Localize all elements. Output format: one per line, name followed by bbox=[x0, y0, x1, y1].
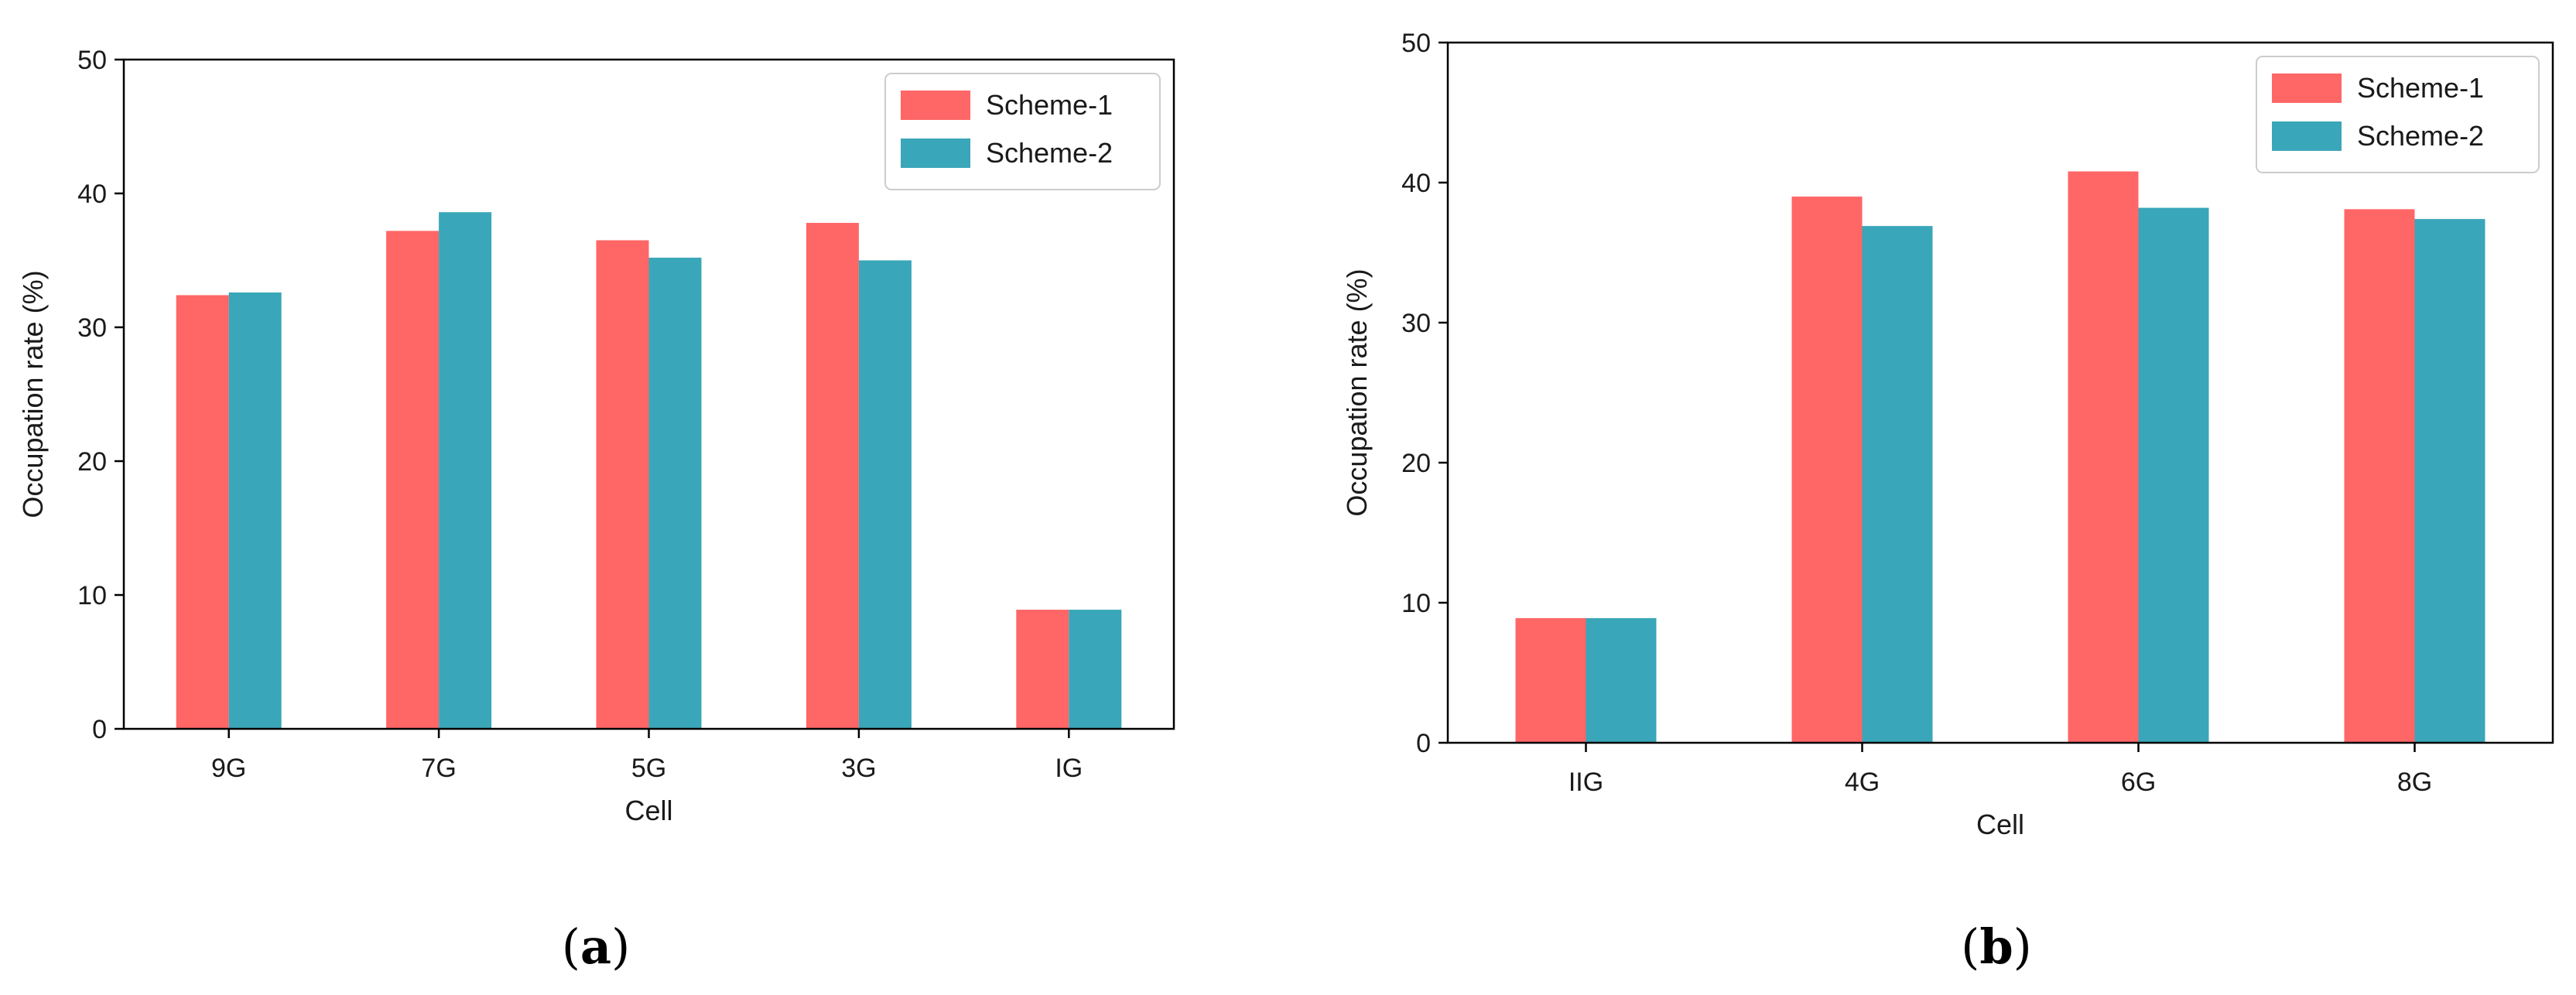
panel-label-letter: b bbox=[1979, 918, 2013, 975]
y-tick-label: 30 bbox=[1401, 309, 1431, 338]
y-tick-label: 50 bbox=[77, 46, 107, 75]
x-tick-label-7g: 7G bbox=[421, 754, 456, 783]
bar-scheme-2-4g bbox=[1862, 226, 1933, 743]
y-tick-label: 20 bbox=[77, 447, 107, 477]
y-tick-label: 10 bbox=[77, 581, 107, 610]
bar-scheme-1-3g bbox=[806, 223, 859, 729]
bar-scheme-2-5g bbox=[648, 258, 702, 729]
x-tick-label-3g: 3G bbox=[841, 754, 876, 783]
chart-b: 0 10 20 30 40 50 IIG 4G 6G 8G Cell Occupation rate … bbox=[1341, 29, 2554, 975]
panel-label-close-paren: ) bbox=[2013, 918, 2032, 975]
legend-swatch-scheme-2 bbox=[901, 138, 970, 168]
y-tick-label: 0 bbox=[1416, 729, 1431, 758]
bar-scheme-2-7g bbox=[439, 212, 492, 730]
bar-scheme-1-5g bbox=[596, 240, 649, 729]
x-tick-label-9g: 9G bbox=[211, 754, 246, 783]
legend-label-scheme-1: Scheme-1 bbox=[986, 89, 1113, 121]
x-tick-label-5g: 5G bbox=[631, 754, 666, 783]
bar-scheme-2-8g bbox=[2414, 219, 2485, 743]
bar-scheme-2-6g bbox=[2138, 207, 2209, 744]
panel-label-close-paren: ) bbox=[611, 918, 630, 975]
y-tick-label: 40 bbox=[1401, 169, 1431, 198]
x-tick-label-6g: 6G bbox=[2121, 768, 2156, 797]
y-tick-label: 0 bbox=[92, 715, 107, 744]
legend-swatch-scheme-2 bbox=[2272, 121, 2342, 151]
bar-scheme-2-ig bbox=[1069, 610, 1122, 729]
y-axis-title: Occupation rate (%) bbox=[17, 270, 49, 518]
chart-a: 0 10 20 30 40 50 9G 7G 5G 3G IG Cell Occupation rate… bbox=[17, 46, 1175, 975]
bar-scheme-1-8g bbox=[2344, 209, 2415, 743]
legend-swatch-scheme-1 bbox=[901, 91, 970, 120]
x-tick-label-iig: IIG bbox=[1569, 768, 1603, 797]
panel-label-open-paren: ( bbox=[562, 918, 580, 975]
bar-scheme-1-ig bbox=[1016, 610, 1069, 729]
panel-label: (a) bbox=[562, 918, 631, 975]
legend-swatch-scheme-1 bbox=[2272, 74, 2342, 103]
legend-label-scheme-2: Scheme-2 bbox=[986, 137, 1113, 169]
y-tick-label: 50 bbox=[1401, 29, 1431, 58]
x-axis-title: Cell bbox=[624, 795, 672, 826]
bar-scheme-1-9g bbox=[176, 295, 229, 730]
x-tick-label-ig: IG bbox=[1055, 754, 1083, 783]
bar-scheme-2-3g bbox=[858, 260, 912, 729]
y-tick-label: 20 bbox=[1401, 449, 1431, 478]
y-axis-title: Occupation rate (%) bbox=[1341, 268, 1373, 516]
y-tick-label: 10 bbox=[1401, 589, 1431, 618]
y-tick-label: 30 bbox=[77, 313, 107, 343]
x-axis-title: Cell bbox=[1976, 809, 2024, 840]
legend-label-scheme-2: Scheme-2 bbox=[2357, 120, 2484, 152]
bar-scheme-1-iig bbox=[1515, 617, 1586, 743]
axes-frame bbox=[1446, 41, 2554, 744]
bar-scheme-2-9g bbox=[228, 292, 282, 729]
bar-scheme-1-7g bbox=[386, 231, 440, 729]
bar-scheme-1-6g bbox=[2068, 171, 2139, 743]
x-tick-label-4g: 4G bbox=[1845, 768, 1880, 797]
bar-scheme-1-4g bbox=[1791, 197, 1863, 744]
legend-label-scheme-1: Scheme-1 bbox=[2357, 72, 2484, 104]
bar-scheme-2-iig bbox=[1586, 617, 1657, 743]
panel-label-open-paren: ( bbox=[1961, 918, 1979, 975]
x-tick-label-8g: 8G bbox=[2397, 768, 2432, 797]
panel-label-letter: a bbox=[580, 918, 611, 975]
panel-label: (b) bbox=[1961, 918, 2032, 975]
y-tick-label: 40 bbox=[77, 180, 107, 209]
